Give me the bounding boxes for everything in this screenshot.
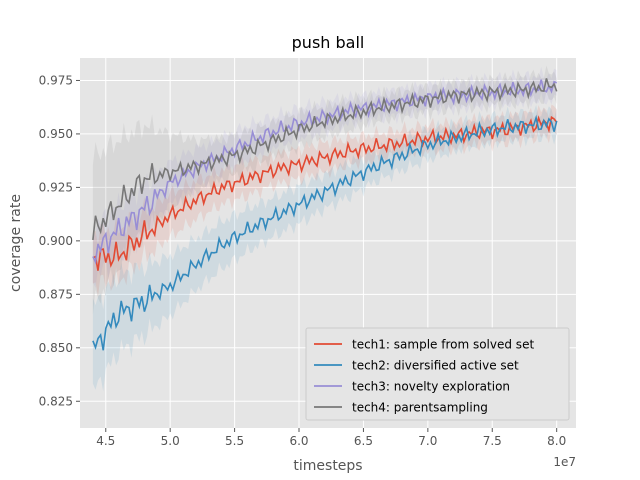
x-tick-label: 6.0 — [289, 434, 308, 448]
series-line — [92, 114, 558, 351]
x-tick-label: 7.5 — [483, 434, 502, 448]
x-axis-ticks: 4.5 5.0 5.5 6.0 6.5 7.0 7.5 8.0 — [96, 428, 566, 448]
y-tick-label: 0.825 — [39, 394, 73, 408]
legend-label: tech3: novelty exploration — [352, 380, 510, 394]
confidence-band — [92, 104, 557, 392]
y-tick-label: 0.975 — [39, 73, 73, 87]
x-tick-label: 5.0 — [161, 434, 180, 448]
y-tick-label: 0.925 — [39, 180, 73, 194]
x-tick-label: 5.5 — [225, 434, 244, 448]
series-line — [92, 78, 558, 240]
chart-title: push ball — [292, 33, 365, 52]
series-line — [92, 115, 558, 271]
legend: tech1: sample from solved set tech2: dive… — [305, 327, 570, 421]
x-axis-offset-label: 1e7 — [553, 455, 576, 469]
series-lines — [92, 78, 558, 351]
x-tick-label: 8.0 — [547, 434, 566, 448]
y-tick-label: 0.950 — [39, 127, 73, 141]
y-axis-ticks: 0.825 0.850 0.875 0.900 0.925 0.950 0.975 — [39, 73, 80, 408]
x-axis-label: timesteps — [293, 458, 362, 474]
legend-box — [305, 327, 570, 421]
x-tick-label: 4.5 — [96, 434, 115, 448]
legend-label: tech4: parentsampling — [352, 401, 488, 415]
y-axis-label: coverage rate — [8, 194, 24, 292]
y-tick-label: 0.875 — [39, 287, 73, 301]
y-tick-label: 0.850 — [39, 341, 73, 355]
legend-label: tech2: diversified active set — [352, 359, 519, 373]
x-tick-label: 7.0 — [418, 434, 437, 448]
y-tick-label: 0.900 — [39, 234, 73, 248]
x-tick-label: 6.5 — [354, 434, 373, 448]
legend-label: tech1: sample from solved set — [352, 338, 534, 352]
